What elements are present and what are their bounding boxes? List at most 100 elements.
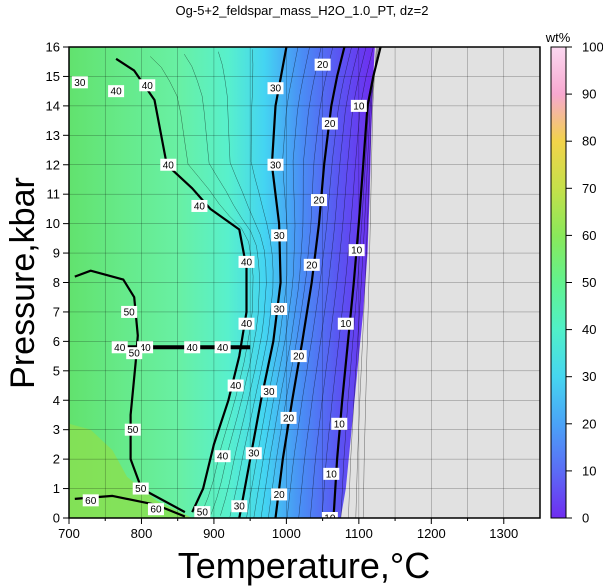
contour-label-box <box>280 411 297 424</box>
contour-label: 40 <box>111 341 128 354</box>
minor-contour-line <box>253 47 310 518</box>
contour-label-text: 20 <box>313 196 325 207</box>
contour-label-text: 20 <box>324 119 336 130</box>
contour-labels: 10 10 10 10 10 10 20 20 20 20 20 20 20 30 30 30 30 30 30 30… <box>71 58 367 525</box>
colorbar-tick-label: 50 <box>582 275 596 290</box>
contour-label-box <box>303 258 320 271</box>
contour-label: 30 <box>267 82 284 95</box>
contour-label-box <box>271 488 288 501</box>
contour-label-text: 40 <box>187 343 199 354</box>
contour-label-box <box>321 117 338 130</box>
contour-label-text: 40 <box>142 81 154 92</box>
contour-label-text: 60 <box>85 496 97 507</box>
colorbar: wt% 0 10 20 30 40 50 60 70 80 90 100 <box>545 30 603 526</box>
x-tick-label: 800 <box>131 526 153 541</box>
contour-label: 30 <box>271 302 288 315</box>
contour-label: 10 <box>348 244 365 257</box>
contour-label: 40 <box>214 341 231 354</box>
y-tick-label: 6 <box>53 334 60 349</box>
contour-label-box <box>147 503 164 516</box>
contour-label: 40 <box>191 199 208 212</box>
contour-label-text: 40 <box>111 87 123 98</box>
contour-label-text: 50 <box>127 425 139 436</box>
minor-contour-line <box>183 53 260 515</box>
contour-label-text: 40 <box>217 452 229 463</box>
contour-label-box <box>214 341 231 354</box>
chart-title: Og-5+2_feldspar_mass_H2O_1.0_PT, dz=2 <box>176 3 429 18</box>
contour-label-text: 10 <box>324 514 336 525</box>
contour-label: 10 <box>331 417 348 430</box>
contour-label: 40 <box>214 450 231 463</box>
contour-label-box <box>108 85 125 98</box>
contour-label-box <box>139 79 156 92</box>
contour-label-box <box>350 99 367 112</box>
contour-label-text: 50 <box>197 508 209 519</box>
y-tick-label: 13 <box>46 128 60 143</box>
contour-label: 60 <box>147 503 164 516</box>
colorbar-tick-label: 70 <box>582 181 596 196</box>
x-axis-label: Temperature,°C <box>178 545 431 586</box>
contour-label-text: 30 <box>270 160 282 171</box>
contour-label-box <box>321 512 338 518</box>
contour-label: 40 <box>139 79 156 92</box>
colorbar-tick-label: 20 <box>582 416 596 431</box>
contour-label-text: 10 <box>351 246 363 257</box>
contour-label-box <box>290 350 307 363</box>
contour-label-box <box>348 244 365 257</box>
data-field-high-region <box>69 423 193 518</box>
colorbar-tick-label: 90 <box>582 87 596 102</box>
contour-label-box <box>121 305 138 318</box>
grid-lines <box>69 47 540 518</box>
contour-label-text: 40 <box>230 381 242 392</box>
contour-label: 10 <box>323 467 340 480</box>
x-tick-label: 1200 <box>417 526 446 541</box>
contour-label-box <box>214 450 231 463</box>
contour-label-text: 40 <box>241 319 253 330</box>
colorbar-tick-label: 40 <box>582 322 596 337</box>
y-tick-label: 15 <box>46 69 60 84</box>
contour-label-box <box>132 482 149 495</box>
contour-label: 10 <box>321 512 338 525</box>
contour-label: 40 <box>227 379 244 392</box>
colorbar-tick-label: 100 <box>582 40 603 55</box>
y-tick-label: 16 <box>46 40 60 55</box>
contour-label: 30 <box>267 158 284 171</box>
contour-label-box <box>71 76 88 89</box>
contour-label-box <box>238 317 255 330</box>
contour-label: 50 <box>132 482 149 495</box>
contour-label-text: 40 <box>194 201 206 212</box>
contour-label-box <box>238 255 255 268</box>
contour-label: 30 <box>231 500 248 513</box>
contour-label: 50 <box>124 423 141 436</box>
y-tick-label: 11 <box>47 187 61 202</box>
contour-label-text: 20 <box>306 260 318 271</box>
contour-label: 40 <box>238 255 255 268</box>
contour-label: 40 <box>108 85 125 98</box>
y-tick-label: 9 <box>53 246 60 261</box>
contour-label: 40 <box>238 317 255 330</box>
contour-label-text: 50 <box>135 484 147 495</box>
minor-contour-line <box>268 47 334 518</box>
contour-label: 20 <box>314 58 331 71</box>
colorbar-tick-label: 0 <box>582 511 589 526</box>
x-tick-label: 1100 <box>345 526 373 541</box>
contour-label-text: 30 <box>263 387 275 398</box>
contour-label: 30 <box>245 447 262 460</box>
y-tick-label: 0 <box>53 511 60 526</box>
contour-label-text: 30 <box>270 84 282 95</box>
contour-label-box <box>231 500 248 513</box>
contour-label: 40 <box>184 341 201 354</box>
contour-label: 20 <box>321 117 338 130</box>
contour-label-text: 20 <box>317 60 329 71</box>
y-tick-label: 1 <box>53 481 60 496</box>
contour-label-box <box>245 447 262 460</box>
y-tick-label: 8 <box>53 275 60 290</box>
colorbar-tick-label: 30 <box>582 369 596 384</box>
contour-label-text: 30 <box>234 502 246 513</box>
y-tick-label: 3 <box>53 422 60 437</box>
contour-label: 50 <box>121 305 138 318</box>
contour-label: 60 <box>82 494 99 507</box>
contour-label: 20 <box>271 488 288 501</box>
